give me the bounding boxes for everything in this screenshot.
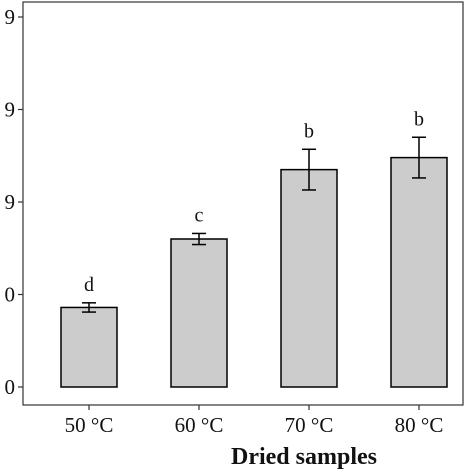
x-tick-label: 80 °C (395, 413, 444, 437)
plot-border (22, 1, 464, 406)
x-tick-label: 70 °C (285, 413, 334, 437)
bars-group: d c b b (60, 108, 448, 388)
x-tick-label: 50 °C (65, 413, 114, 437)
bar (390, 156, 448, 388)
significance-letter: c (195, 204, 204, 226)
significance-letter: b (304, 120, 314, 142)
x-axis: 50 °C 60 °C 70 °C 80 °C (65, 405, 444, 437)
y-tick-label: 0 (5, 283, 16, 307)
bar (280, 168, 338, 388)
y-tick-label: 0 (5, 375, 16, 399)
significance-letter: b (414, 108, 424, 130)
significance-letter: d (84, 274, 94, 296)
y-axis: 0 0 9 9 9 (5, 5, 23, 399)
bar (170, 238, 228, 388)
x-axis-title: Dried samples (231, 444, 377, 470)
x-tick-label: 60 °C (175, 413, 224, 437)
y-tick-label: 9 (5, 190, 16, 214)
bar (60, 306, 118, 388)
y-tick-label: 9 (5, 5, 16, 29)
y-tick-label: 9 (5, 98, 16, 122)
